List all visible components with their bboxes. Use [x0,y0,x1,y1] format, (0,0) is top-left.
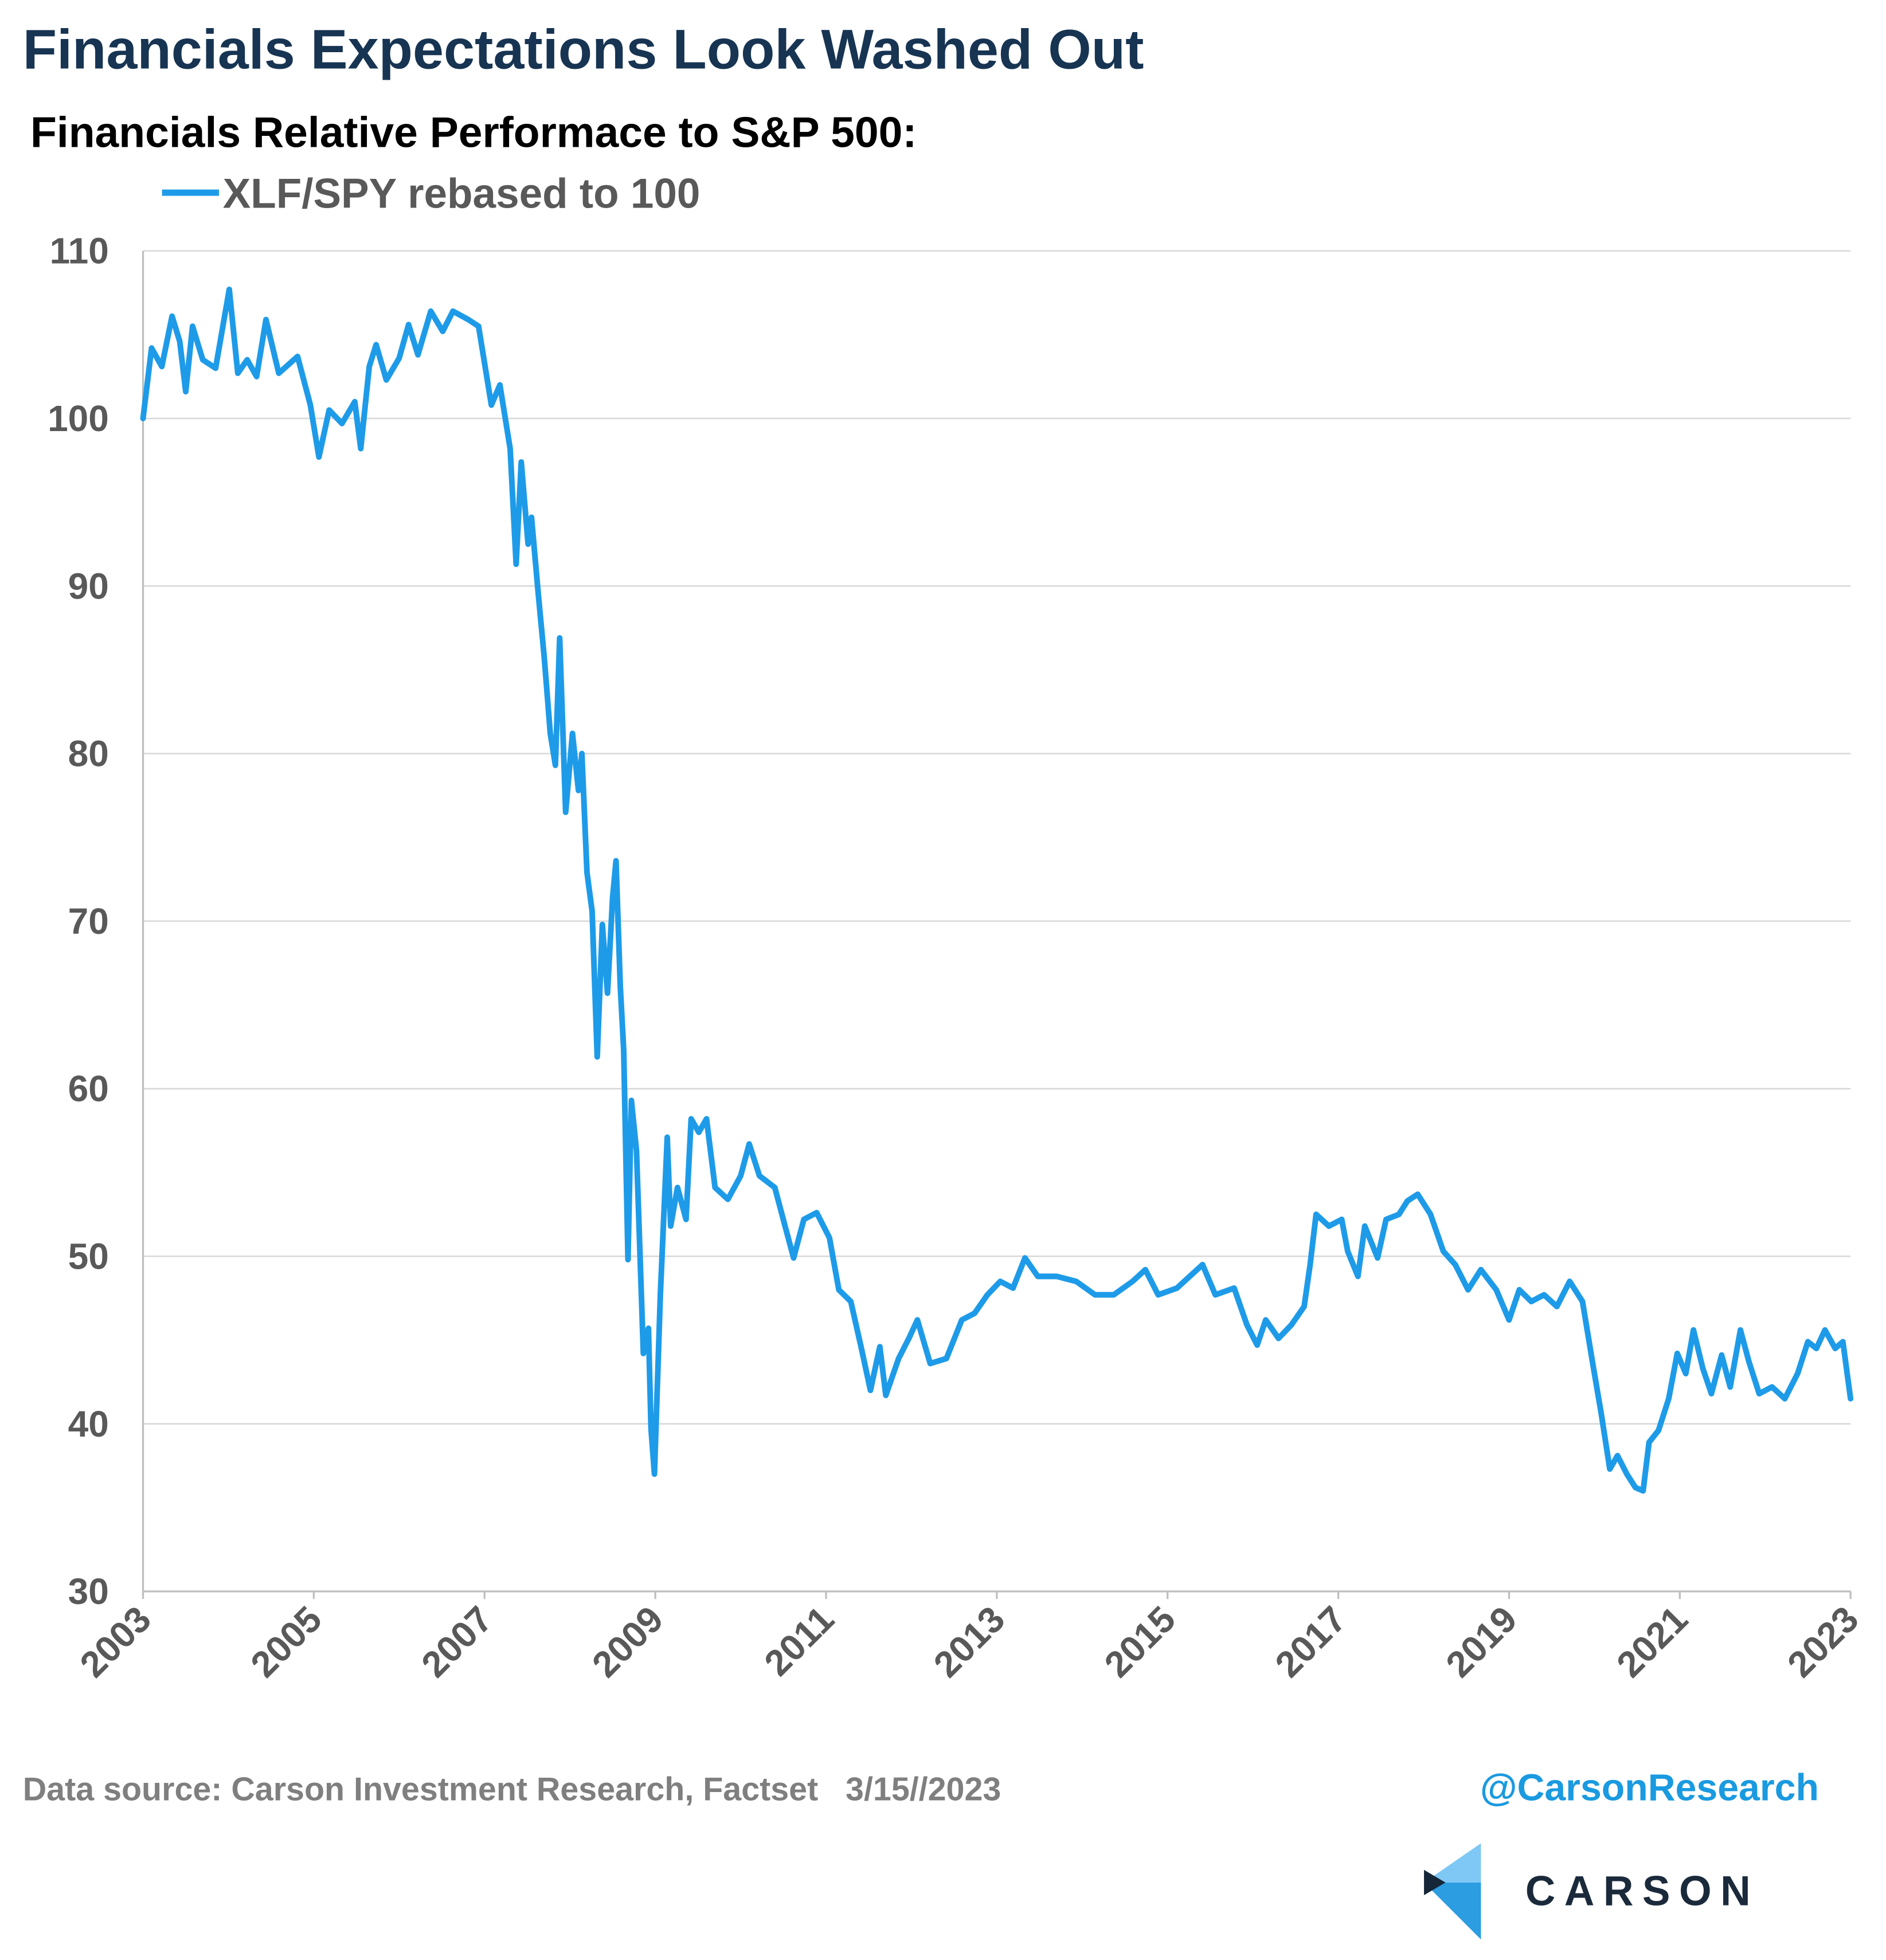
x-tick-label: 2023 [1779,1598,1867,1685]
y-tick-label: 40 [68,1403,109,1445]
x-tick-label: 2015 [1097,1598,1184,1685]
y-tick-label: 60 [68,1068,109,1109]
x-tick-label: 2005 [242,1598,330,1685]
chart-title: Financials Expectations Look Washed Out [23,18,1144,81]
y-tick-label: 50 [68,1235,109,1277]
y-tick-label: 90 [68,565,109,607]
logo: CARSON [1424,1843,1759,1940]
legend-label: XLF/SPY rebased to 100 [223,171,701,217]
x-tick-label: 2011 [756,1598,842,1684]
logo-shape [1424,1882,1481,1940]
y-tick-label: 30 [68,1571,109,1612]
y-tick-label: 70 [68,901,109,942]
y-tick-label: 110 [50,230,109,272]
x-tick-label: 2021 [1609,1598,1696,1685]
footer-source: Data source: Carson Investment Research,… [23,1771,1001,1808]
x-tick-label: 2013 [926,1598,1013,1685]
x-tick-label: 2019 [1438,1598,1525,1685]
x-tick-label: 2009 [584,1598,671,1685]
y-tick-label: 80 [68,733,109,774]
x-tick-label: 2017 [1267,1598,1355,1685]
logo-text: CARSON [1525,1868,1759,1915]
data-line [140,286,1854,1494]
footer-handle: @CarsonResearch [1480,1766,1819,1809]
x-tick-label: 2007 [413,1598,500,1685]
chart-subtitle: Financials Relative Performace to S&P 50… [30,108,917,157]
y-tick-label: 100 [48,398,109,439]
logo-shape [1424,1869,1446,1895]
